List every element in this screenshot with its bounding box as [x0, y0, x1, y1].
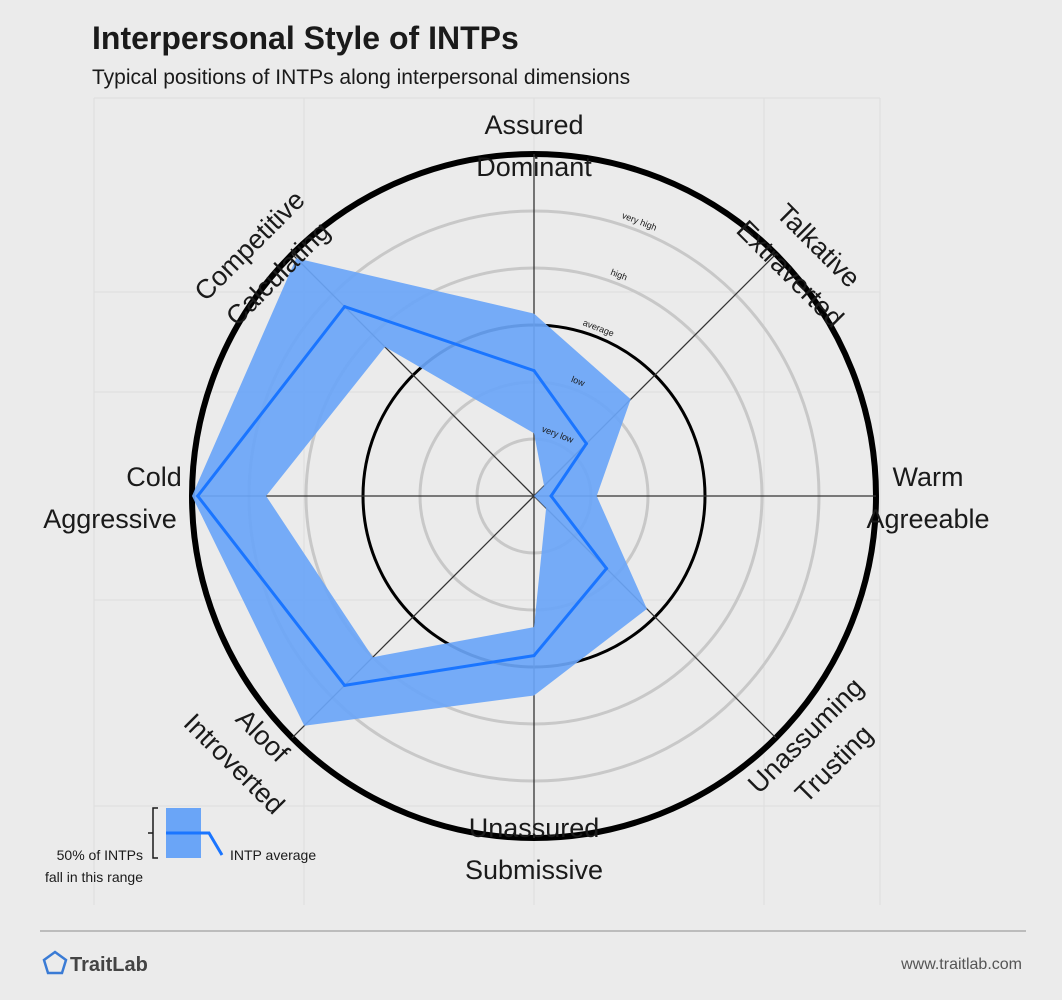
brand-logo[interactable]: TraitLab	[42, 950, 148, 976]
average-point-talkative-extraverted	[584, 442, 588, 446]
axis-label-assured-dominant: Assured Dominant	[476, 110, 592, 182]
chart-title: Interpersonal Style of INTPs	[92, 20, 519, 56]
footer-url[interactable]: www.traitlab.com	[900, 956, 1022, 973]
axis-label-warm-agreeable-line1: Warm	[893, 462, 964, 492]
chart-subtitle: Typical positions of INTPs along interpe…	[92, 66, 630, 89]
legend: 50% of INTPs fall in this range INTP ave…	[45, 807, 316, 885]
brand-name: TraitLab	[70, 954, 148, 976]
average-point-warm-agreeable	[549, 494, 553, 498]
average-line	[195, 304, 609, 688]
axis-label-cold-aggressive-line2: Aggressive	[43, 504, 177, 534]
range-band-polygon	[192, 258, 647, 726]
axis-label-unassured-submissive: Unassured Submissive	[465, 813, 603, 885]
axis-label-assured-dominant-line1: Assured	[484, 110, 583, 140]
average-point-aloof-introverted	[343, 683, 347, 687]
pentagon-icon	[42, 950, 68, 975]
axis-label-cold-aggressive: Cold Aggressive	[43, 462, 182, 534]
legend-bracket	[148, 807, 158, 859]
axis-label-unassured-submissive-line2: Submissive	[465, 855, 603, 885]
axis-label-cold-aggressive-line1: Cold	[126, 462, 182, 492]
average-point-assured-dominant	[532, 369, 536, 373]
range-band	[192, 258, 647, 726]
axis-label-warm-agreeable-line2: Agreeable	[866, 504, 989, 534]
average-point-unassuming-trusting	[605, 567, 608, 570]
ring-label-low: low	[570, 374, 587, 388]
average-point-unassured-submissive	[532, 654, 536, 658]
axis-label-warm-agreeable: Warm Agreeable	[866, 462, 989, 534]
ring-label-average: average	[581, 318, 615, 339]
average-point-competitive-calculating	[343, 305, 347, 309]
legend-range-label-line1: 50% of INTPs	[57, 847, 143, 863]
axis-label-assured-dominant-line2: Dominant	[476, 152, 592, 182]
ring-label-high: high	[609, 267, 628, 282]
legend-average-line	[166, 831, 224, 856]
axis-label-unassured-submissive-line1: Unassured	[469, 813, 600, 843]
average-point-cold-aggressive	[196, 494, 200, 498]
legend-range-label-line2: fall in this range	[45, 869, 143, 885]
axis-labels: AssuredDominantTalkativeExtravertedWarmA…	[43, 110, 989, 885]
ring-label-very-high: very high	[621, 210, 659, 232]
legend-average-label: INTP average	[230, 847, 316, 863]
